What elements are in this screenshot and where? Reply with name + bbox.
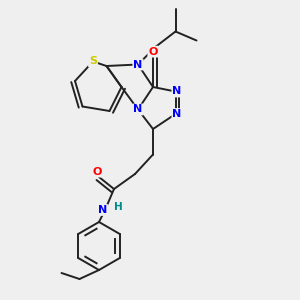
Text: N: N [134,104,142,115]
Text: H: H [114,202,123,212]
Text: N: N [172,109,182,119]
Text: N: N [172,86,182,97]
Text: N: N [134,59,142,70]
Text: N: N [98,205,107,215]
Text: O: O [148,46,158,57]
Text: O: O [93,167,102,177]
Text: S: S [89,56,97,67]
